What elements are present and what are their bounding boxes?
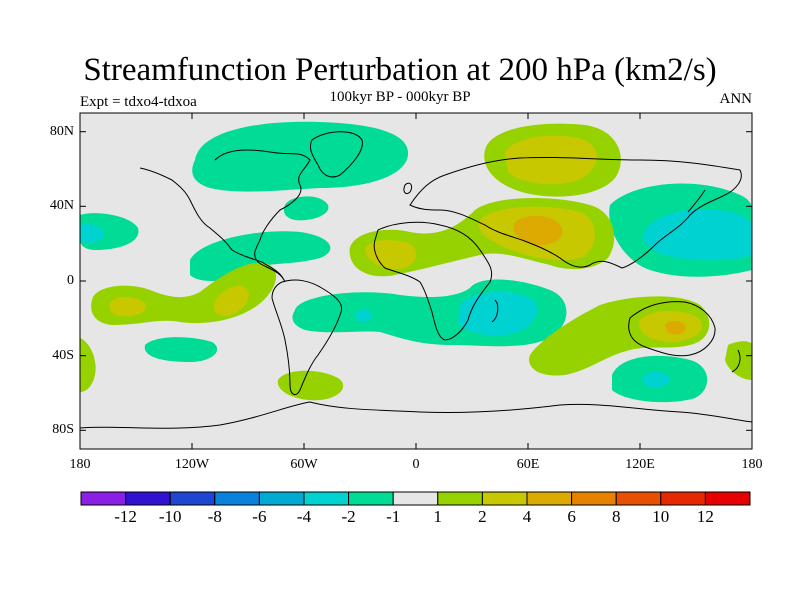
colorbar-label: -10 xyxy=(158,507,182,526)
colorbar-label: 12 xyxy=(696,507,714,526)
coast-eurasia xyxy=(409,156,742,269)
colorbar-label: 10 xyxy=(652,507,670,526)
lon-label-180-west: 180 xyxy=(69,457,91,472)
lat-label-equator: 0 xyxy=(67,273,74,288)
coast-uk xyxy=(403,182,413,195)
coast-south-america xyxy=(271,279,343,396)
contour-neg-southern-ocean-core xyxy=(642,372,671,388)
colorbar-box xyxy=(348,491,394,506)
colorbar-label: -4 xyxy=(296,507,312,526)
colorbar-box xyxy=(526,491,573,506)
axis-ticks xyxy=(79,113,753,449)
contour-neg-atlantic-core xyxy=(355,309,373,323)
colorbar-label: 2 xyxy=(478,507,487,526)
colorbar-label: -2 xyxy=(341,507,356,526)
coast-new-zealand xyxy=(731,349,741,373)
season-label: ANN xyxy=(719,91,753,107)
colorbar-label: 8 xyxy=(611,507,621,526)
colorbar-box xyxy=(125,491,171,506)
colorbar-label: -12 xyxy=(114,507,137,526)
experiment-label: Expt = tdxo4-tdxoa xyxy=(80,94,197,110)
contour-neg-west-pacific-n-core xyxy=(80,224,104,243)
colorbar-box xyxy=(214,491,260,506)
contour-neg-south-pacific xyxy=(144,337,218,362)
coast-north-america xyxy=(139,149,311,283)
lon-label-0: 0 xyxy=(412,457,420,472)
colorbar-box xyxy=(437,491,483,506)
colorbar-label: -1 xyxy=(386,507,401,526)
colorbar-label: 4 xyxy=(522,507,532,526)
contour-neg-north-atlantic xyxy=(192,121,409,192)
lon-label-120w: 120W xyxy=(174,457,210,472)
lon-label-60e: 60E xyxy=(516,457,540,472)
colorbar-box xyxy=(571,491,617,506)
lon-label-60w: 60W xyxy=(290,457,318,472)
lat-label-80s: 80S xyxy=(52,422,74,437)
coast-japan xyxy=(687,189,706,213)
contour-pos-south-america-s xyxy=(277,370,344,401)
contour-pos-eurasia-core xyxy=(513,215,563,246)
colorbar-label: 1 xyxy=(433,507,443,526)
lon-label-120e: 120E xyxy=(625,457,655,472)
coast-madagascar xyxy=(491,299,499,323)
lat-label-40s: 40S xyxy=(52,348,74,363)
colorbar-box xyxy=(258,491,305,506)
contour-pos-tropical-pacific-core xyxy=(109,285,249,317)
lon-label-180-east: 180 xyxy=(741,457,763,472)
coastlines xyxy=(80,131,752,429)
map-title: Streamfunction Perturbation at 200 hPa (… xyxy=(83,52,717,88)
contour-pos-far-east-pacific xyxy=(725,341,752,380)
colorbar xyxy=(80,491,751,506)
contour-neg-caribbean xyxy=(190,231,331,282)
contour-pos-arctic-asia-core xyxy=(505,135,597,185)
colorbar-box xyxy=(615,491,662,506)
coast-antarctica xyxy=(80,401,752,429)
colorbar-box xyxy=(660,491,706,506)
contour-pos-australia-inner xyxy=(665,320,686,335)
lat-label-80n: 80N xyxy=(49,124,74,139)
colorbar-label: -8 xyxy=(207,507,222,526)
colorbar-label: 6 xyxy=(567,507,576,526)
contour-fields xyxy=(80,121,752,403)
coast-africa xyxy=(373,221,493,341)
colorbar-box xyxy=(303,491,350,506)
colorbar-box xyxy=(704,491,751,506)
coast-australia xyxy=(628,301,716,357)
contour-neg-east-us xyxy=(283,196,329,221)
colorbar-box xyxy=(169,491,216,506)
contour-neg-nw-pacific-core xyxy=(643,209,752,261)
colorbar-label: -6 xyxy=(252,507,267,526)
contour-pos-southeast-pacific xyxy=(80,338,96,392)
lat-label-40n: 40N xyxy=(49,198,74,213)
colorbar-box xyxy=(392,491,439,506)
colorbar-box xyxy=(481,491,528,506)
map-subtitle: 100kyr BP - 000kyr BP xyxy=(329,89,471,105)
coast-greenland xyxy=(309,131,363,178)
colorbar-box xyxy=(80,491,127,506)
